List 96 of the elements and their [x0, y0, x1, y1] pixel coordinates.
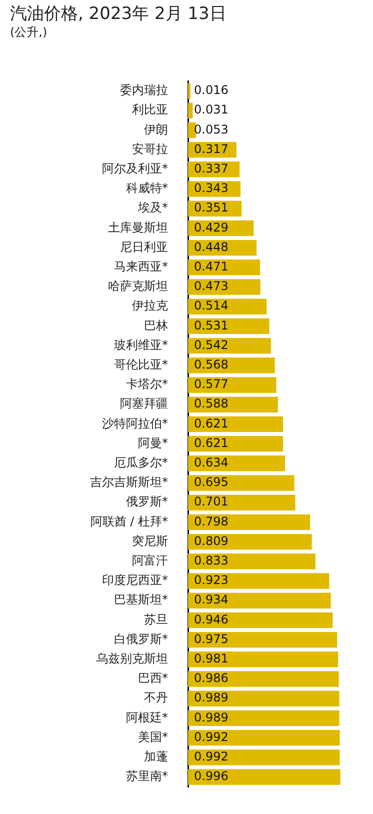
y-tick-label: 苏里南*	[126, 769, 168, 784]
bar	[188, 690, 340, 706]
data-label: 0.989	[194, 710, 228, 724]
data-label: 0.695	[194, 475, 228, 490]
y-tick-label: 苏旦	[144, 612, 168, 626]
y-tick-label: 科威特*	[126, 181, 168, 196]
y-tick-label: 加蓬	[144, 750, 168, 764]
bar	[188, 671, 339, 687]
y-tick-label: 哈萨克斯坦	[108, 279, 168, 294]
data-label: 0.992	[194, 730, 228, 744]
bar	[188, 377, 276, 393]
y-tick-label: 阿塞拜疆	[120, 396, 168, 411]
y-tick-label: 乌兹别克斯坦	[96, 652, 168, 666]
data-label: 0.934	[194, 592, 228, 607]
data-label: 0.923	[194, 573, 228, 588]
data-label: 0.337	[194, 162, 228, 176]
y-tick-label: 玻利维亚*	[114, 338, 168, 352]
bar	[188, 514, 310, 530]
bar	[188, 456, 285, 472]
bar	[188, 554, 316, 570]
data-label: 0.975	[194, 632, 228, 646]
data-label: 0.621	[194, 416, 228, 430]
data-label: 0.809	[194, 534, 228, 548]
data-label: 0.634	[194, 456, 228, 470]
bar	[188, 122, 196, 138]
y-tick-label: 阿联酋 / 杜拜*	[90, 514, 168, 528]
bar	[188, 494, 296, 510]
bar	[188, 475, 294, 491]
bar	[188, 710, 340, 726]
bar	[188, 573, 330, 589]
data-label: 0.542	[194, 338, 228, 352]
y-tick-label: 伊拉克	[132, 298, 168, 313]
y-tick-label: 俄罗斯*	[126, 494, 168, 509]
chart-title: 汽油价格, 2023年 2月 13日	[10, 3, 226, 25]
y-tick-label: 巴基斯坦*	[114, 592, 168, 607]
data-label: 0.471	[194, 260, 228, 274]
data-label: 0.568	[194, 358, 228, 372]
y-tick-label: 马来西亚*	[114, 260, 168, 274]
y-tick-label: 不丹	[144, 690, 168, 705]
bar	[188, 592, 331, 608]
y-tick-label: 安哥拉	[132, 142, 168, 156]
y-tick-label: 沙特阿拉伯*	[102, 416, 168, 430]
y-tick-label: 阿富汗	[132, 554, 168, 568]
bar	[188, 632, 338, 648]
data-label: 0.514	[194, 298, 228, 313]
data-label: 0.343	[194, 181, 228, 196]
data-label: 0.833	[194, 554, 228, 568]
bar	[188, 279, 260, 295]
y-tick-label: 突尼斯	[132, 534, 168, 548]
bar	[188, 652, 338, 668]
data-label: 0.317	[194, 142, 228, 156]
data-label: 0.986	[194, 671, 228, 686]
bar	[188, 534, 312, 550]
data-label: 0.531	[194, 318, 228, 332]
y-tick-label: 土库曼斯坦	[108, 220, 168, 234]
data-label: 0.473	[194, 279, 228, 294]
bar	[188, 750, 340, 766]
y-tick-label: 哥伦比亚*	[114, 358, 168, 372]
y-tick-label: 印度尼西亚*	[102, 573, 168, 588]
y-tick-label: 厄瓜多尔*	[114, 456, 168, 470]
y-tick-label: 尼日利亚	[120, 240, 168, 254]
data-label: 0.351	[194, 200, 228, 215]
data-label: 0.577	[194, 377, 228, 392]
y-tick-label: 卡塔尔*	[126, 377, 168, 392]
y-tick-label: 委内瑞拉	[120, 83, 168, 98]
y-tick-label: 阿根廷*	[126, 710, 168, 724]
y-tick-label: 巴西*	[138, 671, 168, 686]
y-tick-label: 利比亚	[132, 102, 168, 117]
data-label: 0.621	[194, 436, 228, 450]
bar	[188, 612, 333, 628]
data-label: 0.448	[194, 240, 228, 254]
data-label: 0.701	[194, 494, 228, 509]
bar	[188, 102, 193, 118]
data-label: 0.588	[194, 396, 228, 411]
data-label: 0.798	[194, 514, 228, 528]
data-label: 0.429	[194, 220, 228, 234]
y-tick-label: 美国*	[138, 730, 168, 744]
y-tick-label: 埃及*	[137, 200, 168, 215]
y-tick-label: 阿尔及利亚*	[102, 162, 168, 176]
bar	[188, 436, 284, 452]
y-tick-label: 阿曼*	[138, 436, 168, 450]
bar	[188, 730, 340, 746]
bar	[188, 769, 340, 785]
y-tick-label: 巴林	[144, 318, 168, 332]
data-label: 0.996	[194, 769, 228, 784]
data-label: 0.981	[194, 652, 228, 666]
bar	[188, 416, 284, 432]
y-tick-label: 吉尔吉斯斯坦*	[90, 475, 168, 490]
data-label: 0.016	[194, 83, 228, 98]
y-tick-label: 伊朗	[144, 122, 168, 136]
text: (公升,)	[10, 24, 48, 41]
data-label: 0.031	[194, 102, 228, 117]
y-tick-label: 白俄罗斯*	[114, 632, 168, 646]
data-label: 0.992	[194, 750, 228, 764]
data-label: 0.989	[194, 690, 228, 705]
data-label: 0.946	[194, 612, 228, 626]
